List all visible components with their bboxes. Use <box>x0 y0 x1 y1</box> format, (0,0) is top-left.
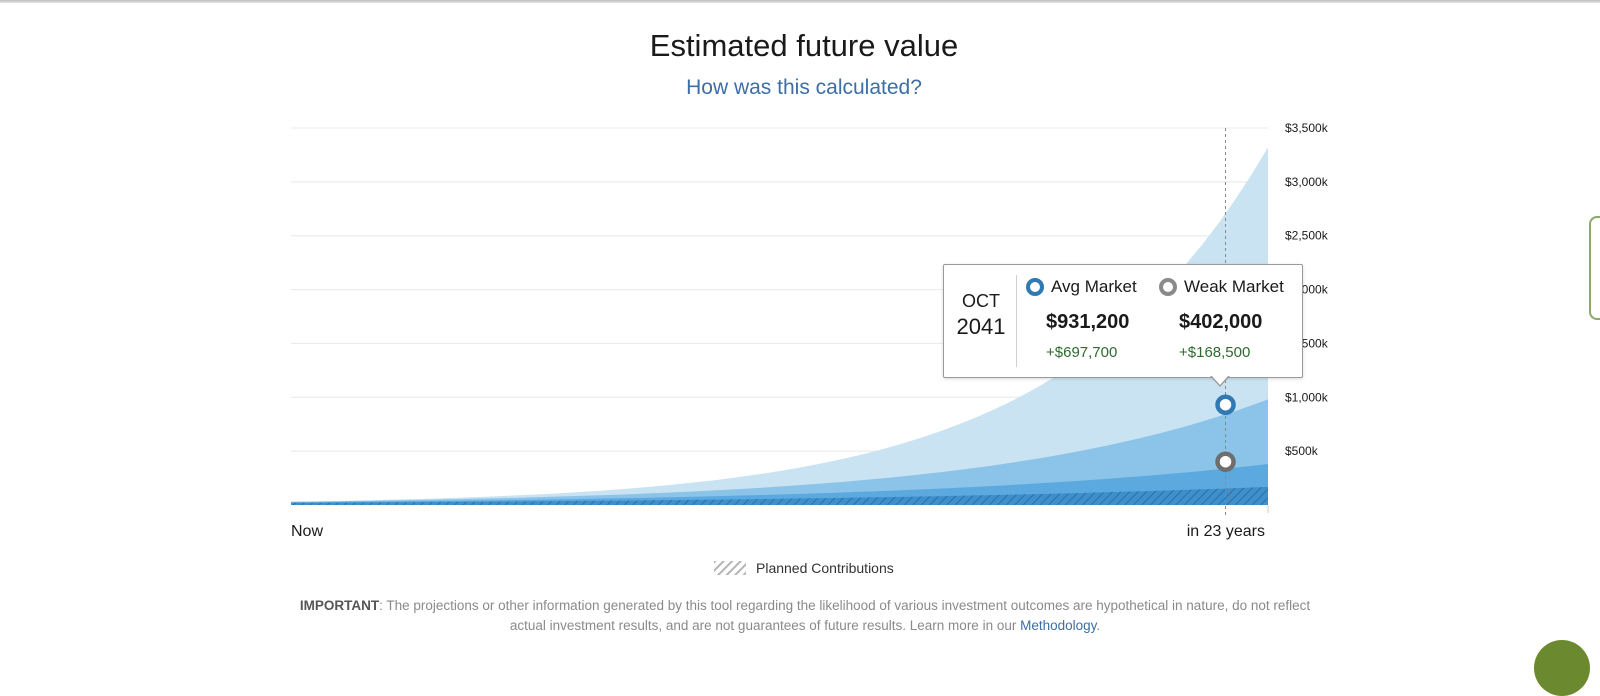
projection-area-1 <box>291 399 1268 505</box>
y-tick-label: $2,500k <box>1285 229 1329 243</box>
avg-market-gain: +$697,700 <box>1046 344 1118 361</box>
x-axis-start-label: Now <box>291 523 323 540</box>
avg-market-value: $931,200 <box>1046 311 1130 333</box>
tooltip-divider <box>1016 275 1017 367</box>
projection-area-0 <box>291 147 1268 505</box>
weak-market-label: Weak Market <box>1184 277 1284 296</box>
legend-label: Planned Contributions <box>756 560 894 576</box>
tooltip-year: 2041 <box>956 314 1006 339</box>
avg-market-point[interactable] <box>1215 394 1236 415</box>
tooltip-caret-fill <box>1211 375 1229 385</box>
x-axis-end-label: in 23 years <box>1187 523 1265 540</box>
weak-market-point[interactable] <box>1215 451 1236 472</box>
disclaimer-text: : The projections or other information g… <box>379 598 1311 633</box>
y-tick-label: $500k <box>1285 444 1319 458</box>
tooltip-month: OCT <box>962 291 1000 311</box>
disclaimer: IMPORTANT: The projections or other info… <box>290 596 1320 636</box>
weak-market-gain: +$168,500 <box>1179 344 1251 361</box>
tooltip-weak-market: Weak Market $402,000 +$168,500 <box>1159 277 1284 361</box>
weak-market-marker-icon <box>1159 278 1177 296</box>
tooltip-date: OCT 2041 <box>954 291 1008 340</box>
feedback-side-tab[interactable] <box>1589 216 1600 320</box>
weak-market-value: $402,000 <box>1179 311 1263 333</box>
methodology-link[interactable]: Methodology <box>1020 618 1097 633</box>
tooltip-avg-market: Avg Market $931,200 +$697,700 <box>1026 277 1137 361</box>
page-title: Estimated future value <box>649 28 959 63</box>
how-calculated-link[interactable]: How was this calculated? <box>686 76 922 99</box>
disclaimer-important: IMPORTANT <box>299 598 380 613</box>
chat-button[interactable] <box>1534 640 1590 696</box>
y-tick-label: $3,500k <box>1285 121 1329 135</box>
chart-legend: Planned Contributions <box>714 560 894 576</box>
y-tick-label: $1,000k <box>1285 390 1329 404</box>
planned-contributions-area <box>291 486 1268 505</box>
projection-chart: $500k$1,000k$1,500k$2,000k$2,500k$3,000k… <box>291 121 1329 540</box>
y-tick-label: $3,000k <box>1285 175 1329 189</box>
hatch-swatch-icon <box>714 561 746 575</box>
avg-market-label: Avg Market <box>1051 277 1137 296</box>
avg-market-marker-icon <box>1026 278 1044 296</box>
disclaimer-end: . <box>1096 618 1101 633</box>
top-border <box>0 0 1600 3</box>
value-tooltip: OCT 2041 Avg Market $931,200 +$697,700 W… <box>943 264 1303 387</box>
